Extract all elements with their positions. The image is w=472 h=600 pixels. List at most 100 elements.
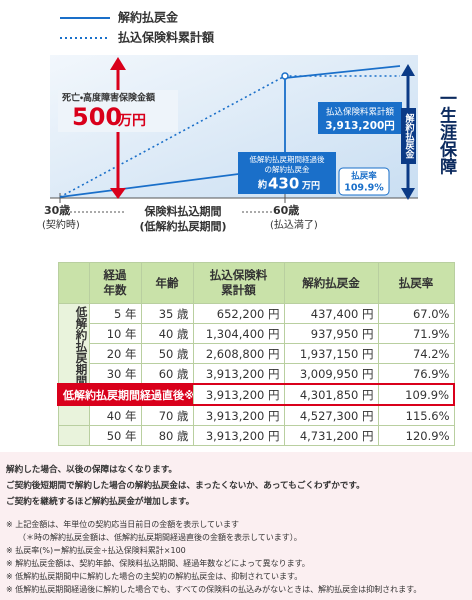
header-cell [57,262,90,304]
table-row: 30 年 60 歳 3,913,200 円 3,009,950 円 76.9% [58,363,455,385]
table-cell: 35 歳 [140,303,194,324]
header-text: 解約払戻金 [302,275,360,290]
table-cell: 20 年 [88,343,142,364]
axis-start-note: (契約時) [42,218,80,231]
table-cell: 50 歳 [140,343,194,364]
table-cell: 3,009,950 円 [283,363,379,385]
rate-value: 109.9% [344,183,384,194]
notes: 解約した場合、以後の保障はなくなります。ご契約後短期間で解約した場合の解約払戻金… [0,452,472,600]
table-cell: 71.9% [377,323,455,344]
table-cell: 3,913,200 円 [192,404,285,426]
group-cell [57,404,90,426]
note-fine: ※ 低解約払戻期間経過後に解約した場合でも、すべての保険料の払込みがないときは、… [6,585,422,594]
header-text: 経過 [103,268,127,282]
lifetime-label: 一生涯保障 [436,90,458,176]
note-fine: ※ 上記金額は、年単位の契約応当日前日の金額を表示しています [6,520,240,529]
group-label: 低解約払戻期間 [74,306,89,384]
legend-label: 解約払戻金 [118,10,179,25]
table-cell: 76.9% [377,363,455,385]
arrow-head [110,188,126,199]
group-cell: 低解約払戻期間 [57,303,90,385]
header-row: 経過 年数 年齢 払込保険料 累計額 解約払戻金 払戻率 [57,262,455,304]
table-cell: 30 年 [88,363,142,385]
table-cell: 67.0% [377,303,455,324]
table-cell: 40 歳 [140,323,194,344]
note-main: 解約した場合、以後の保障はなくなります。 [6,465,178,475]
header-cell: 払戻率 [377,262,455,304]
axis-start: 30歳 [44,203,70,217]
header-text: 累計額 [221,283,256,297]
table-cell: 652,200 円 [192,303,285,324]
death-unit: 万円 [117,113,146,129]
table-cell: 50 年 [88,425,142,446]
table-row: 50 年 80 歳 3,913,200 円 4,731,200 円 120.9% [57,425,455,446]
note-main: ご契約後短期間で解約した場合の解約払戻金は、まったくないか、あってもごくわずかで… [6,481,365,491]
table-cell: 80 歳 [140,425,194,446]
highlight-label: 低解約払戻期間経過直後※ [57,383,194,406]
premium-label: 払込保険料累計額 [326,107,395,118]
axis-end-note: (払込満了) [270,218,318,231]
header-text: 払戻率 [398,275,434,290]
table-cell: 4,301,850 円 [283,383,379,406]
rate-box [338,167,390,196]
table-cell: 2,608,800 円 [192,343,285,364]
axis-period: 保険料払込期間 [144,204,222,218]
header-cell: 経過 年数 [88,262,142,304]
table-cell: 4,731,200 円 [283,425,379,446]
refund-table: 経過 年数 年齢 払込保険料 累計額 解約払戻金 払戻率 低解約払戻期間 5 年 35 歳 652… [57,262,455,446]
header-cell: 解約払戻金 [283,262,379,304]
table-cell: 60 歳 [140,363,194,385]
refund-amount: 430 [268,175,299,193]
table-cell: 4,527,300 円 [283,404,379,426]
arrow-head [110,57,126,70]
death-label: 死亡・高度障害保険金額 [61,92,156,104]
table-cell: 74.2% [377,343,455,364]
header-text: 年数 [103,283,127,297]
legend-label: 払込保険料累計額 [118,30,215,45]
table-row: 低解約払戻期間 5 年 35 歳 652,200 円 437,400 円 67.0% [57,303,455,385]
refund-label: 低解約払戻期間経過後 [250,154,325,164]
diagram: 解約払戻金 払込保険料累計額 死亡・高度障害保険金額 500 万円 払込保険料累… [42,10,458,234]
header-cell: 年齢 [140,262,194,304]
note-main: ご契約を継続するほど解約払戻金が増加します。 [6,497,195,507]
rate-label: 払戻率 [351,171,377,182]
table-cell: 3,913,200 円 [192,383,285,406]
surrender-line [59,65,401,198]
premium-box [318,102,402,134]
arrow-head [401,188,415,200]
table-cell: 3,913,200 円 [192,425,285,446]
header-cell: 払込保険料 累計額 [192,262,285,304]
refund-label: の解約払戻金 [265,164,310,174]
table-cell: 1,304,400 円 [192,323,285,344]
point [281,72,289,80]
refund-unit: 万円 [301,181,320,192]
group-cell [57,425,90,446]
refund-box [238,152,336,194]
table-cell: 1,937,150 円 [283,343,379,364]
table-row: 40 年 70 歳 3,913,200 円 4,527,300 円 115.6% [57,404,455,426]
note-fine: ※ 解約払戻金額は、契約年齢、保険料払込期間、経過年数などによって異なります。 [6,559,310,568]
header-text: 払込保険料 [209,268,268,282]
table-row: 低解約払戻期間経過直後※ 3,913,200 円 4,301,850 円 109.9% [57,383,455,406]
arrow-head [401,64,415,76]
table-row: 10 年 40 歳 1,304,400 円 937,950 円 71.9% [58,323,455,344]
table-cell: 120.9% [377,425,455,446]
table-cell: 10 年 [88,323,142,344]
table-cell: 40 年 [88,404,142,426]
table-cell: 937,950 円 [283,323,379,344]
table-cell: 115.6% [377,404,455,426]
label-bg [58,90,178,132]
death-amount: 500 [72,103,122,131]
table-cell: 5 年 [88,303,142,324]
premium-amount: 3,913,200円 [325,120,395,132]
axis-end: 60歳 [273,203,299,217]
surrender-tag-label: 解約払戻金 [404,112,416,158]
refund-prefix: 約 [257,179,267,191]
header-text: 年齢 [155,275,179,290]
axis-period-note: (低解約払戻期間) [139,219,226,233]
table-cell: 70 歳 [140,404,194,426]
note-fine: （＊時の解約払戻金額は、低解約払戻期間経過直後の金額を表示しています）。 [18,533,302,542]
note-fine: ※ 低解約払戻期間中に解約した場合の主契約の解約払戻金は、抑制されています。 [6,572,303,581]
table-body: 低解約払戻期間 5 年 35 歳 652,200 円 437,400 円 67.0% 10 … [57,303,455,446]
